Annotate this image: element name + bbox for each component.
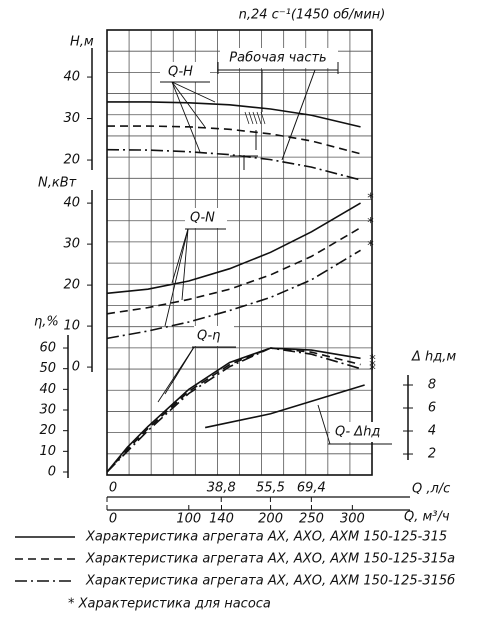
y-tick-label: 10 [63,319,80,334]
x-tick-label: 300 [340,512,365,527]
plot-frame [106,29,373,476]
hatch [248,111,254,125]
leader-line [181,228,189,301]
leader-line [171,81,206,128]
y-tick-label: 2 [428,447,436,462]
curve-eta [106,347,361,473]
y-tick-label: 8 [428,378,436,393]
curve-label: Q-H [168,65,193,80]
curve-dh [204,384,365,429]
curve-N [106,227,361,315]
hatch [256,111,262,125]
work-label: Рабочая часть [229,51,326,66]
y-tick-label: 30 [63,111,80,126]
leader-line [157,346,195,403]
pump-mark: * [369,359,376,374]
y-axis-label: η,% [34,315,59,330]
curve-label: Q- Δhд [335,425,380,440]
hatch [260,111,266,125]
y-tick-label: 10 [39,444,56,459]
x2-tick-label: 38,8 [207,481,236,496]
hatch [244,111,250,125]
x-axis-label: Q, м³/ч [404,510,450,525]
curve-label: Q-η [197,329,220,344]
pump-mark: * [369,353,376,368]
curve-H [107,125,361,155]
x-tick-label: 140 [209,512,234,527]
x-tick-label: 250 [299,512,324,527]
y-tick-label: 30 [63,237,80,252]
x-tick-label: 0 [109,512,117,527]
legend-note: * Характеристика для насоса [68,597,271,612]
curve-N [106,202,361,295]
label-bg [160,62,210,82]
legend-label: Характеристика агрегата АХ, АХО, АХМ 150… [85,574,455,589]
x2-tick-label: 55,5 [256,481,285,496]
leader-line [171,81,201,153]
curve-label: Q-N [190,211,215,226]
label-bg [330,422,390,442]
x2-axis-label: Q ,л/с [412,482,450,497]
y-tick-label: 50 [39,361,56,376]
label-bg [220,48,338,68]
y-axis-label: H,м [70,35,94,50]
legend-label: Характеристика агрегата АХ, АХО, АХМ 150… [85,552,455,567]
curve-H [107,101,361,128]
y-tick-label: 30 [39,403,56,418]
y-tick-label: 20 [39,423,56,438]
x2-tick-label: 0 [109,481,117,496]
label-bg [185,208,227,228]
y-tick-label: 20 [63,278,80,293]
y-tick-label: 6 [428,401,436,416]
leader-line [171,228,189,284]
chart-title: n,24 с⁻¹(1450 об/мин) [239,8,386,23]
curve-eta [106,347,361,473]
hatch [252,111,258,125]
y-tick-label: 20 [63,153,80,168]
pump-mark: * [367,239,374,254]
leader-line [317,404,331,445]
x-tick-label: 200 [258,512,283,527]
pump-mark: * [369,363,376,378]
y-tick-label: 40 [39,382,56,397]
y-tick-label: 0 [48,465,56,480]
pump-mark: * [367,192,374,207]
leader-line [164,228,189,327]
y-tick-label: 60 [39,341,56,356]
x2-tick-label: 69,4 [297,481,326,496]
y-tick-label: 4 [428,424,436,439]
y-axis-label: Δ hд,м [411,350,456,365]
curve-eta [106,347,361,473]
x-tick-label: 100 [176,512,201,527]
leader-line [171,81,216,103]
y-tick-label: 40 [63,70,80,85]
pump-mark: * [367,216,374,231]
curve-H [106,148,361,181]
legend-label: Характеристика агрегата АХ, АХО, АХМ 150… [85,530,447,545]
work-range-line [281,69,316,161]
y-tick-label: 0 [72,360,80,375]
y-axis-label: N,кВт [38,176,77,191]
y-tick-label: 40 [63,196,80,211]
label-bg [194,326,234,346]
